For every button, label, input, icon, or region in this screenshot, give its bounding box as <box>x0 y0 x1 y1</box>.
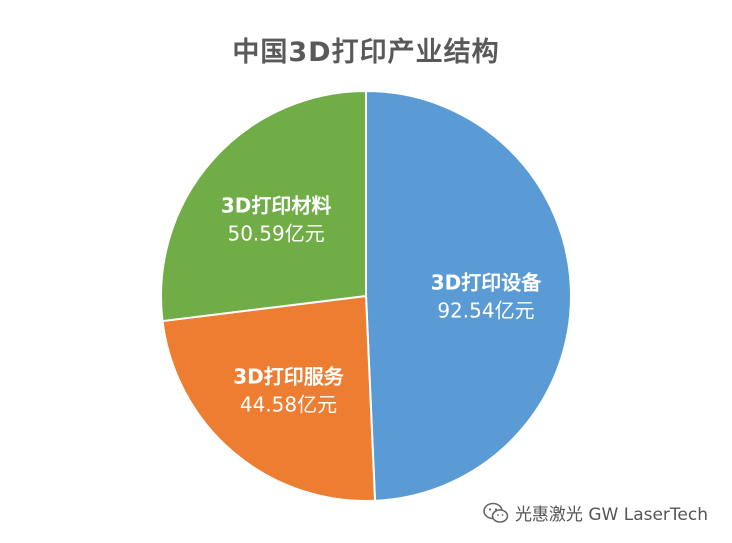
slice-label-1: 3D打印服务 <box>233 365 345 389</box>
chart-title: 中国3D打印产业结构 <box>232 37 500 68</box>
pie-slice-2 <box>160 89 367 323</box>
slice-value-1: 44.58亿元 <box>240 393 337 417</box>
slice-label-2: 3D打印材料 <box>221 194 332 218</box>
slices-layer <box>160 89 572 502</box>
slice-value-0: 92.54亿元 <box>437 298 534 322</box>
pie-slice-1 <box>161 294 377 502</box>
wechat-icon <box>483 502 509 523</box>
watermark: 光惠激光 GW LaserTech <box>483 500 708 525</box>
watermark-text: 光惠激光 GW LaserTech <box>514 505 708 525</box>
slice-value-2: 50.59亿元 <box>227 222 324 246</box>
pie-slice-0 <box>365 89 572 502</box>
labels-layer: 3D打印设备 92.54亿元 3D打印服务 44.58亿元 3D打印材料 50.59亿元 <box>221 194 542 417</box>
slice-label-0: 3D打印设备 <box>431 270 543 294</box>
